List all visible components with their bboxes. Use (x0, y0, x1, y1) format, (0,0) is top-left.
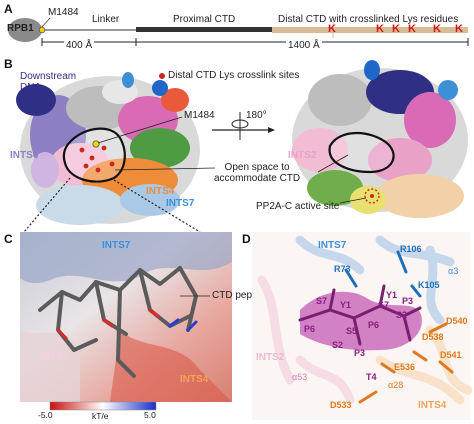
ints7-label-b: INTS7 (166, 198, 195, 209)
residue-e536: E536 (394, 362, 416, 372)
peptide-y1-b: Y1 (386, 290, 398, 300)
ints2-label-b: INTS2 (288, 150, 317, 161)
lys-k-5: K (433, 23, 441, 35)
m1484-label-b: M1484 (184, 110, 215, 121)
peptide-p6-b: P6 (368, 320, 380, 330)
panel-b-letter: B (4, 57, 13, 71)
proximal-ctd-label: Proximal CTD (173, 14, 236, 25)
peptide-s7-a: S7 (316, 296, 328, 306)
panel-c-letter: C (4, 232, 13, 246)
linker-label: Linker (92, 14, 120, 25)
lys-k-4: K (408, 23, 416, 35)
panel-d-letter: D (242, 232, 251, 246)
residue-r73: R73 (334, 264, 351, 274)
distal-ctd-label: Distal CTD with crosslinked Lys residues (278, 14, 459, 25)
crosslink-legend-label: Distal CTD Lys crosslink sites (168, 70, 300, 81)
helix-alpha28: α28 (388, 380, 404, 390)
lys-k-2: K (376, 23, 384, 35)
peptide-s2-a: S2 (332, 340, 344, 350)
colorbar-min-label: -5.0 (38, 410, 53, 420)
panel-a-letter: A (4, 2, 13, 16)
colorbar-max-label: 5.0 (144, 410, 156, 420)
scale-400-label: 400 Å (64, 40, 95, 51)
helix-alpha3: α3 (448, 266, 459, 276)
peptide-y1-a: Y1 (340, 300, 352, 310)
residue-r106: R106 (400, 244, 422, 254)
ctd-peptide-label: CTD peptide (212, 290, 269, 301)
residue-d533: D533 (330, 400, 352, 410)
lys-k-3: K (392, 23, 400, 35)
downstream-dna-label: Downstream DNA (20, 71, 77, 93)
peptide-p3-a: P3 (402, 296, 414, 306)
colorbar-unit-label: kT/e (92, 411, 109, 421)
ints4-label-b: INTS4 (146, 186, 175, 197)
m1484-dot (38, 26, 46, 34)
rotation-label: 180° (246, 110, 267, 121)
peptide-s5: S5 (346, 326, 358, 336)
ints2-label-c: INTS2 (40, 352, 69, 363)
ints7-label-c: INTS7 (102, 240, 131, 251)
colorbar (49, 401, 157, 411)
proximal-ctd-bar (136, 27, 272, 32)
ints2-label-d: INTS2 (256, 352, 285, 363)
lys-k-6: K (455, 23, 463, 35)
peptide-p3-b: P3 (354, 348, 366, 358)
rotation-icon (212, 112, 275, 140)
peptide-t4: T4 (366, 372, 377, 382)
residue-k105: K105 (418, 280, 440, 290)
ints4-label-c: INTS4 (180, 374, 209, 385)
ints6-label: INTS6 (10, 150, 39, 161)
distal-ctd-bar (272, 27, 468, 33)
rpb1-label: RPB1 (7, 23, 34, 34)
pp2a-active-site-label: PP2A-C active site (256, 201, 340, 212)
helix-alpha53: α53 (292, 372, 308, 382)
ints7-label-d: INTS7 (318, 240, 347, 251)
residue-d541: D541 (440, 350, 462, 360)
ints4-label-d: INTS4 (418, 400, 447, 411)
lys-k-1: K (328, 23, 336, 35)
right-complex-structure (292, 60, 468, 218)
m1484-label-a: M1484 (48, 7, 79, 18)
peptide-p6-a: P6 (304, 324, 316, 334)
rpb1-blob (8, 18, 42, 42)
open-space-label: Open space to accommodate CTD (214, 162, 301, 184)
peptide-s2-b: S2 (396, 310, 408, 320)
left-complex-structure (16, 72, 200, 225)
residue-d540: D540 (446, 316, 468, 326)
crosslink-legend-dot (159, 73, 165, 79)
peptide-s7-b: S7 (378, 300, 390, 310)
residue-d538: D538 (422, 332, 444, 342)
scale-1400-label: 1400 Å (286, 40, 322, 51)
